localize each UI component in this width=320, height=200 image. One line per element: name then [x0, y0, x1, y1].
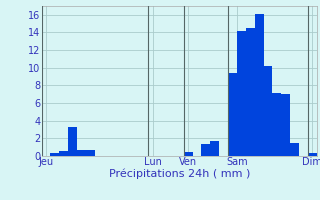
Bar — [264, 66, 272, 156]
Bar — [246, 28, 255, 156]
Bar — [51, 153, 59, 156]
Bar — [77, 150, 86, 156]
Bar — [184, 152, 193, 156]
Bar — [281, 94, 290, 156]
Bar — [290, 143, 299, 156]
Bar — [237, 31, 246, 156]
Bar — [228, 73, 237, 156]
Bar — [255, 14, 264, 156]
Bar — [201, 144, 210, 156]
Bar — [272, 93, 281, 156]
Bar — [308, 153, 317, 156]
Bar — [86, 150, 95, 156]
Bar — [59, 151, 68, 156]
Bar — [210, 141, 219, 156]
X-axis label: Précipitations 24h ( mm ): Précipitations 24h ( mm ) — [108, 169, 250, 179]
Bar — [68, 127, 77, 156]
